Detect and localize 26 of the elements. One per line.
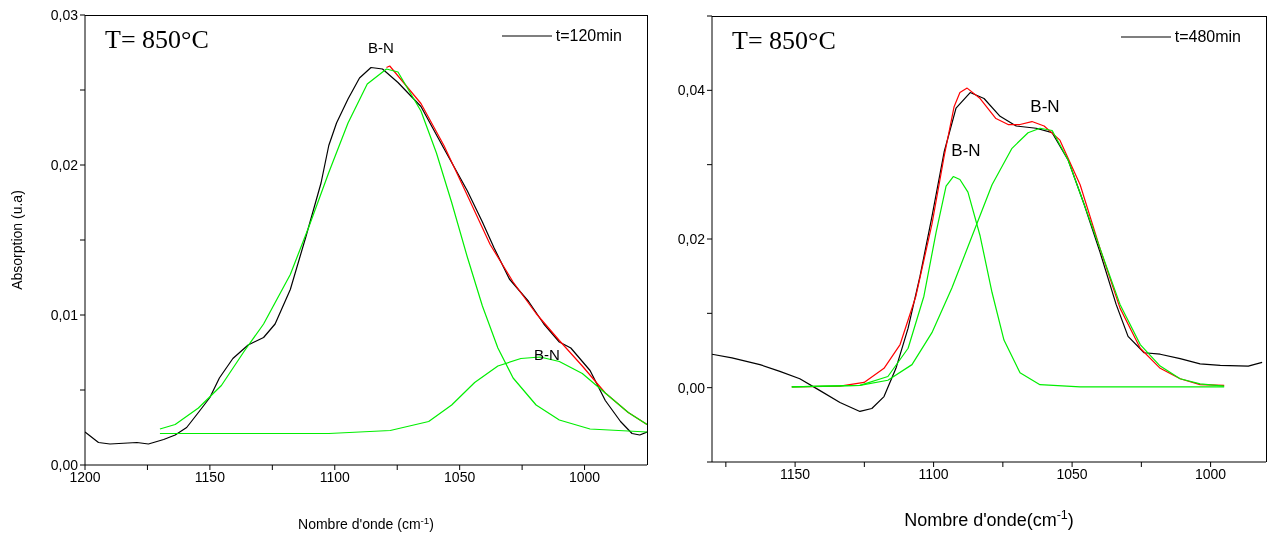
y-tick-label: 0,01	[50, 306, 79, 323]
x-tick-label: 1100	[319, 468, 351, 485]
x-tick-label: 1150	[194, 468, 226, 485]
x-tick-label: 1100	[918, 465, 949, 482]
y-tick-label: 0,03	[50, 6, 79, 23]
annotation: T= 850°C	[732, 26, 836, 56]
x-axis-title: Nombre d'onde (cm$^{-1}$)	[298, 514, 434, 532]
legend-label: t=120min	[555, 27, 622, 45]
x-tick-label: 1150	[780, 465, 811, 482]
y-tick-label: 0,02	[50, 156, 79, 173]
x-tick-label: 1000	[568, 468, 601, 485]
annotation: B-N	[1030, 96, 1060, 116]
y-tick-label: 0,02	[677, 230, 706, 247]
x-tick-label: 1050	[1056, 465, 1088, 482]
x-tick-label: 1050	[444, 468, 476, 485]
y-tick-label: 0,04	[677, 82, 706, 99]
y-tick-label: 0,00	[50, 456, 79, 473]
legend-label: t=480min	[1174, 28, 1241, 46]
y-tick-label: 0,00	[677, 379, 706, 396]
annotation: B-N	[534, 345, 560, 363]
y-axis-title: Absorption (u.a)	[9, 190, 25, 290]
x-axis-title: Nombre d'onde(cm$^{-1}$)	[904, 508, 1074, 530]
x-tick-label: 1000	[1195, 465, 1227, 482]
annotation: B-N	[951, 140, 981, 160]
annotation: T= 850°C	[105, 25, 209, 55]
annotation: B-N	[368, 38, 394, 56]
